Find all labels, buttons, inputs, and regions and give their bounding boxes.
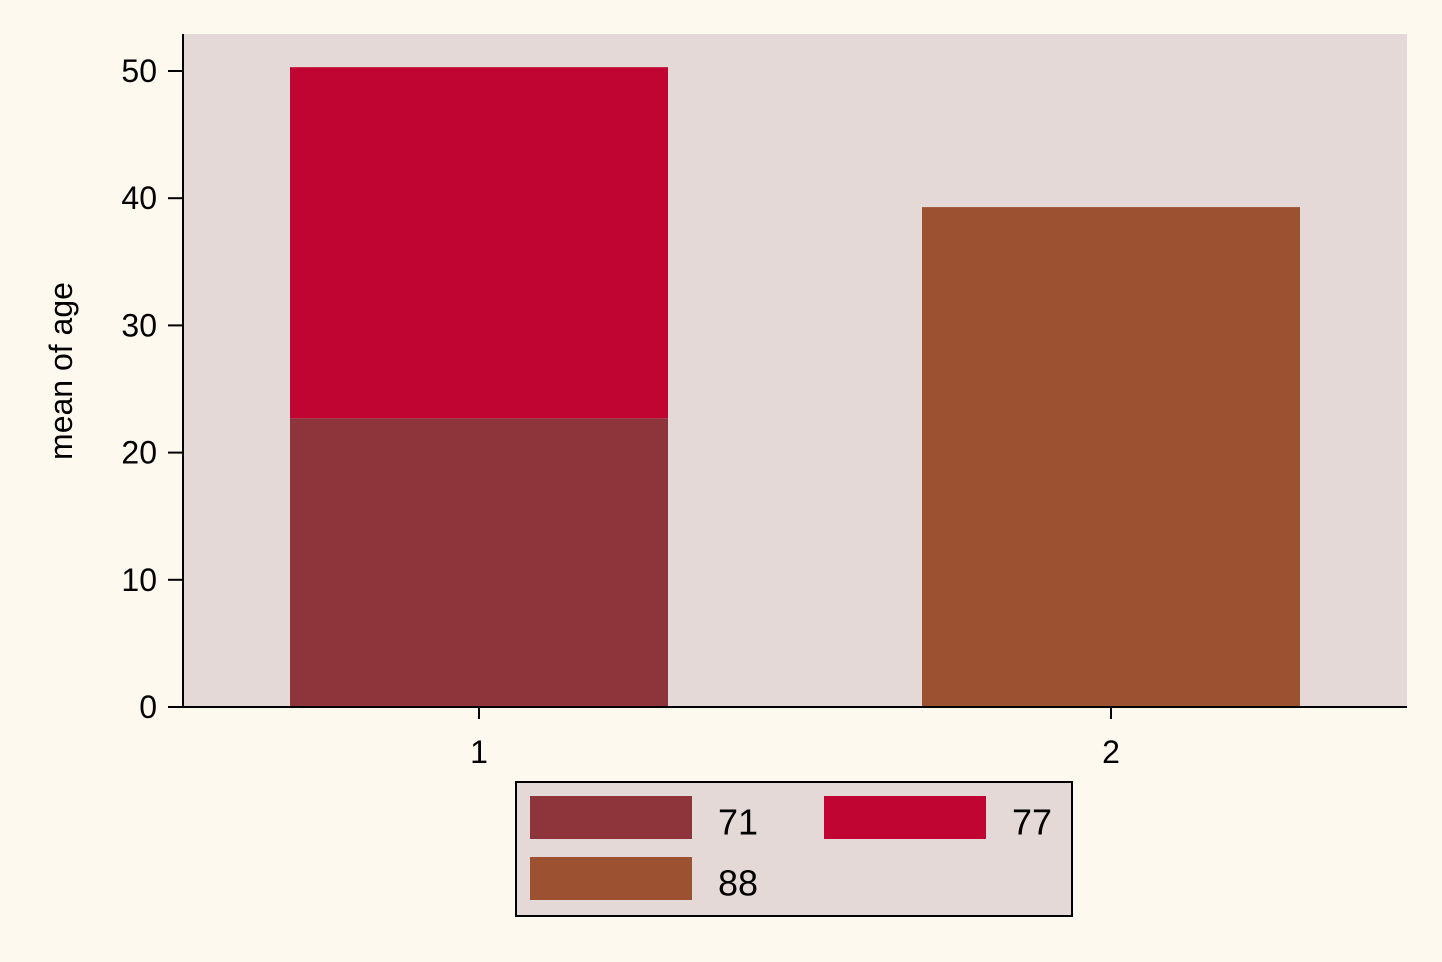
x-tick-label: 1 [470,734,488,770]
axes-layer [168,34,1407,708]
legend-items: 71 77 88 [530,796,1052,904]
bar-88-cat-2 [922,207,1300,707]
y-tick-label: 0 [139,689,157,725]
y-tick-label: 40 [121,180,157,216]
x-tick-label: 2 [1102,734,1120,770]
legend-label-77: 77 [1012,802,1052,843]
y-tick-label: 50 [121,53,157,89]
y-axis-title: mean of age [43,282,79,460]
bars-layer [290,67,1300,707]
bar-77-cat-1 [290,67,668,419]
legend-swatch-71 [530,796,692,839]
y-ticks-layer: 0 10 20 30 40 50 [121,53,183,725]
bar-71-cat-1 [290,418,668,707]
legend-label-71: 71 [718,802,758,843]
legend-swatch-77 [824,796,986,839]
legend-swatch-88 [530,857,692,900]
y-tick-label: 20 [121,435,157,471]
legend-label-88: 88 [718,863,758,904]
y-tick-label: 10 [121,562,157,598]
legend: 71 77 88 [515,781,1073,917]
y-tick-label: 30 [121,307,157,343]
